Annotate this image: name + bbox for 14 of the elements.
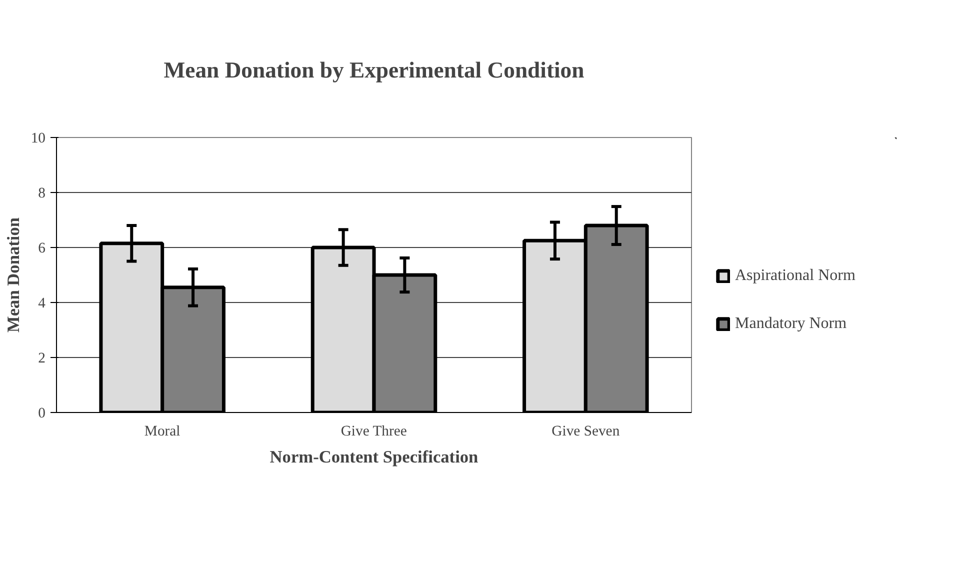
y-tick-label: 0 (38, 406, 46, 422)
chart-title: Mean Donation by Experimental Condition (164, 58, 585, 82)
legend-label: Aspirational Norm (735, 267, 856, 285)
x-axis-title: Norm-Content Specification (270, 448, 479, 466)
y-tick-label: 4 (38, 296, 46, 312)
x-tick-label: Give Three (340, 424, 407, 440)
y-axis-title: Mean Donation (4, 217, 23, 333)
y-tick-label: 2 (38, 350, 46, 366)
y-tick-label: 6 (38, 240, 46, 256)
x-tick-label: Give Seven (552, 424, 620, 440)
legend-label: Mandatory Norm (735, 315, 847, 333)
y-tick-label: 8 (38, 186, 46, 202)
x-tick-label: Moral (144, 424, 180, 440)
y-tick-label: 10 (30, 130, 46, 146)
